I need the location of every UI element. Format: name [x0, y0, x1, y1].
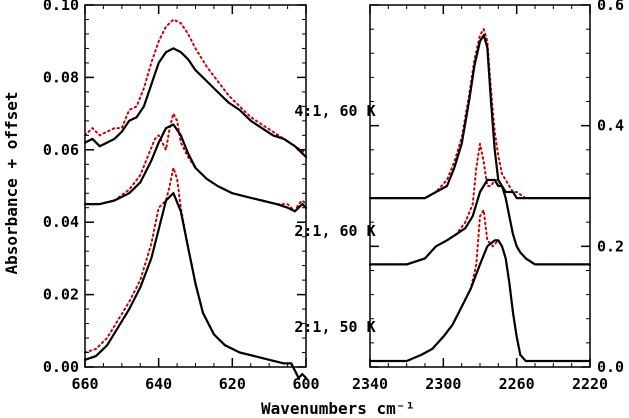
left-x-tick-label: 600: [292, 375, 319, 393]
right-series-5-dotted: [369, 28, 591, 200]
left-panel: 660 640 620 600 0.00 0.02 0.04 0.06 0.08 0.10: [43, 0, 320, 393]
left-series-3-dotted: [84, 112, 307, 213]
right-series-3-dotted: [369, 142, 591, 266]
left-series-4-solid: [83, 47, 308, 159]
right-x-tick-label: 2300: [425, 375, 461, 393]
annotation-4-1-60k: 4:1, 60 K: [294, 102, 375, 120]
left-x-tick-label: 660: [71, 375, 98, 393]
right-x-tick-label: 2260: [499, 375, 535, 393]
right-y-tick-label: 0.2: [597, 237, 624, 255]
left-y-tick-label: 0.06: [43, 141, 79, 159]
left-series-2-solid: [83, 123, 308, 213]
left-y-tick-label: 0.02: [43, 286, 79, 304]
right-y-tick-label: 0.4: [597, 117, 624, 135]
right-x-tick-label: 2220: [572, 375, 608, 393]
right-series-0-solid: [368, 239, 592, 363]
y-axis-label: Absorbance + offset: [2, 91, 21, 274]
left-y-tick-label: 0.00: [43, 358, 79, 376]
left-plot-frame: [84, 4, 307, 368]
right-series-4-solid: [368, 34, 592, 200]
right-series-2-solid: [368, 178, 592, 266]
x-axis-label: Wavenumbers cm⁻¹: [261, 399, 415, 418]
right-y-tick-label: 0.0: [597, 358, 624, 376]
left-x-tick-label: 640: [145, 375, 172, 393]
right-series-1-dotted: [369, 209, 591, 362]
left-y-tick-label: 0.04: [43, 213, 79, 231]
right-y-tick-label: 0.6: [597, 0, 624, 14]
annotation-2-1-60k: 2:1, 60 K: [294, 222, 375, 240]
left-x-tick-label: 620: [219, 375, 246, 393]
annotation-2-1-50k: 2:1, 50 K: [294, 318, 375, 336]
left-y-tick-label: 0.08: [43, 68, 79, 86]
left-series-0-solid: [83, 192, 308, 379]
right-x-tick-label: 2340: [352, 375, 388, 393]
left-series-5-dotted: [84, 18, 307, 155]
right-plot-frame: [369, 4, 591, 368]
left-y-tick-label: 0.10: [43, 0, 79, 14]
